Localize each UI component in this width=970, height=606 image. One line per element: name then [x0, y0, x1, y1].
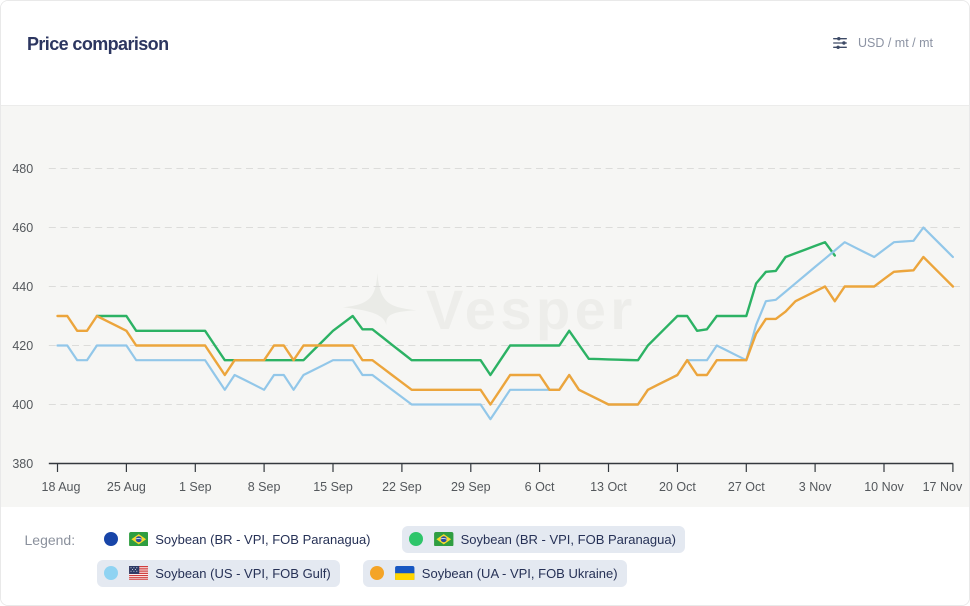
- svg-text:29 Sep: 29 Sep: [451, 480, 491, 494]
- svg-text:400: 400: [12, 397, 33, 411]
- svg-text:17 Nov: 17 Nov: [923, 480, 963, 494]
- svg-text:22 Sep: 22 Sep: [382, 480, 422, 494]
- svg-text:18 Aug: 18 Aug: [42, 480, 81, 494]
- svg-text:380: 380: [12, 456, 33, 470]
- svg-text:13 Oct: 13 Oct: [590, 480, 627, 494]
- svg-text:420: 420: [12, 338, 33, 352]
- svg-text:25 Aug: 25 Aug: [107, 480, 146, 494]
- svg-text:8 Sep: 8 Sep: [248, 480, 281, 494]
- svg-text:480: 480: [12, 161, 33, 175]
- svg-text:15 Sep: 15 Sep: [313, 480, 353, 494]
- svg-text:440: 440: [12, 279, 33, 293]
- svg-text:27 Oct: 27 Oct: [728, 480, 765, 494]
- svg-text:1 Sep: 1 Sep: [179, 480, 212, 494]
- svg-text:6 Oct: 6 Oct: [525, 480, 555, 494]
- svg-text:Vesper: Vesper: [426, 278, 637, 341]
- svg-text:10 Nov: 10 Nov: [864, 480, 904, 494]
- svg-text:3 Nov: 3 Nov: [799, 480, 832, 494]
- svg-text:20 Oct: 20 Oct: [659, 480, 696, 494]
- svg-text:460: 460: [12, 220, 33, 234]
